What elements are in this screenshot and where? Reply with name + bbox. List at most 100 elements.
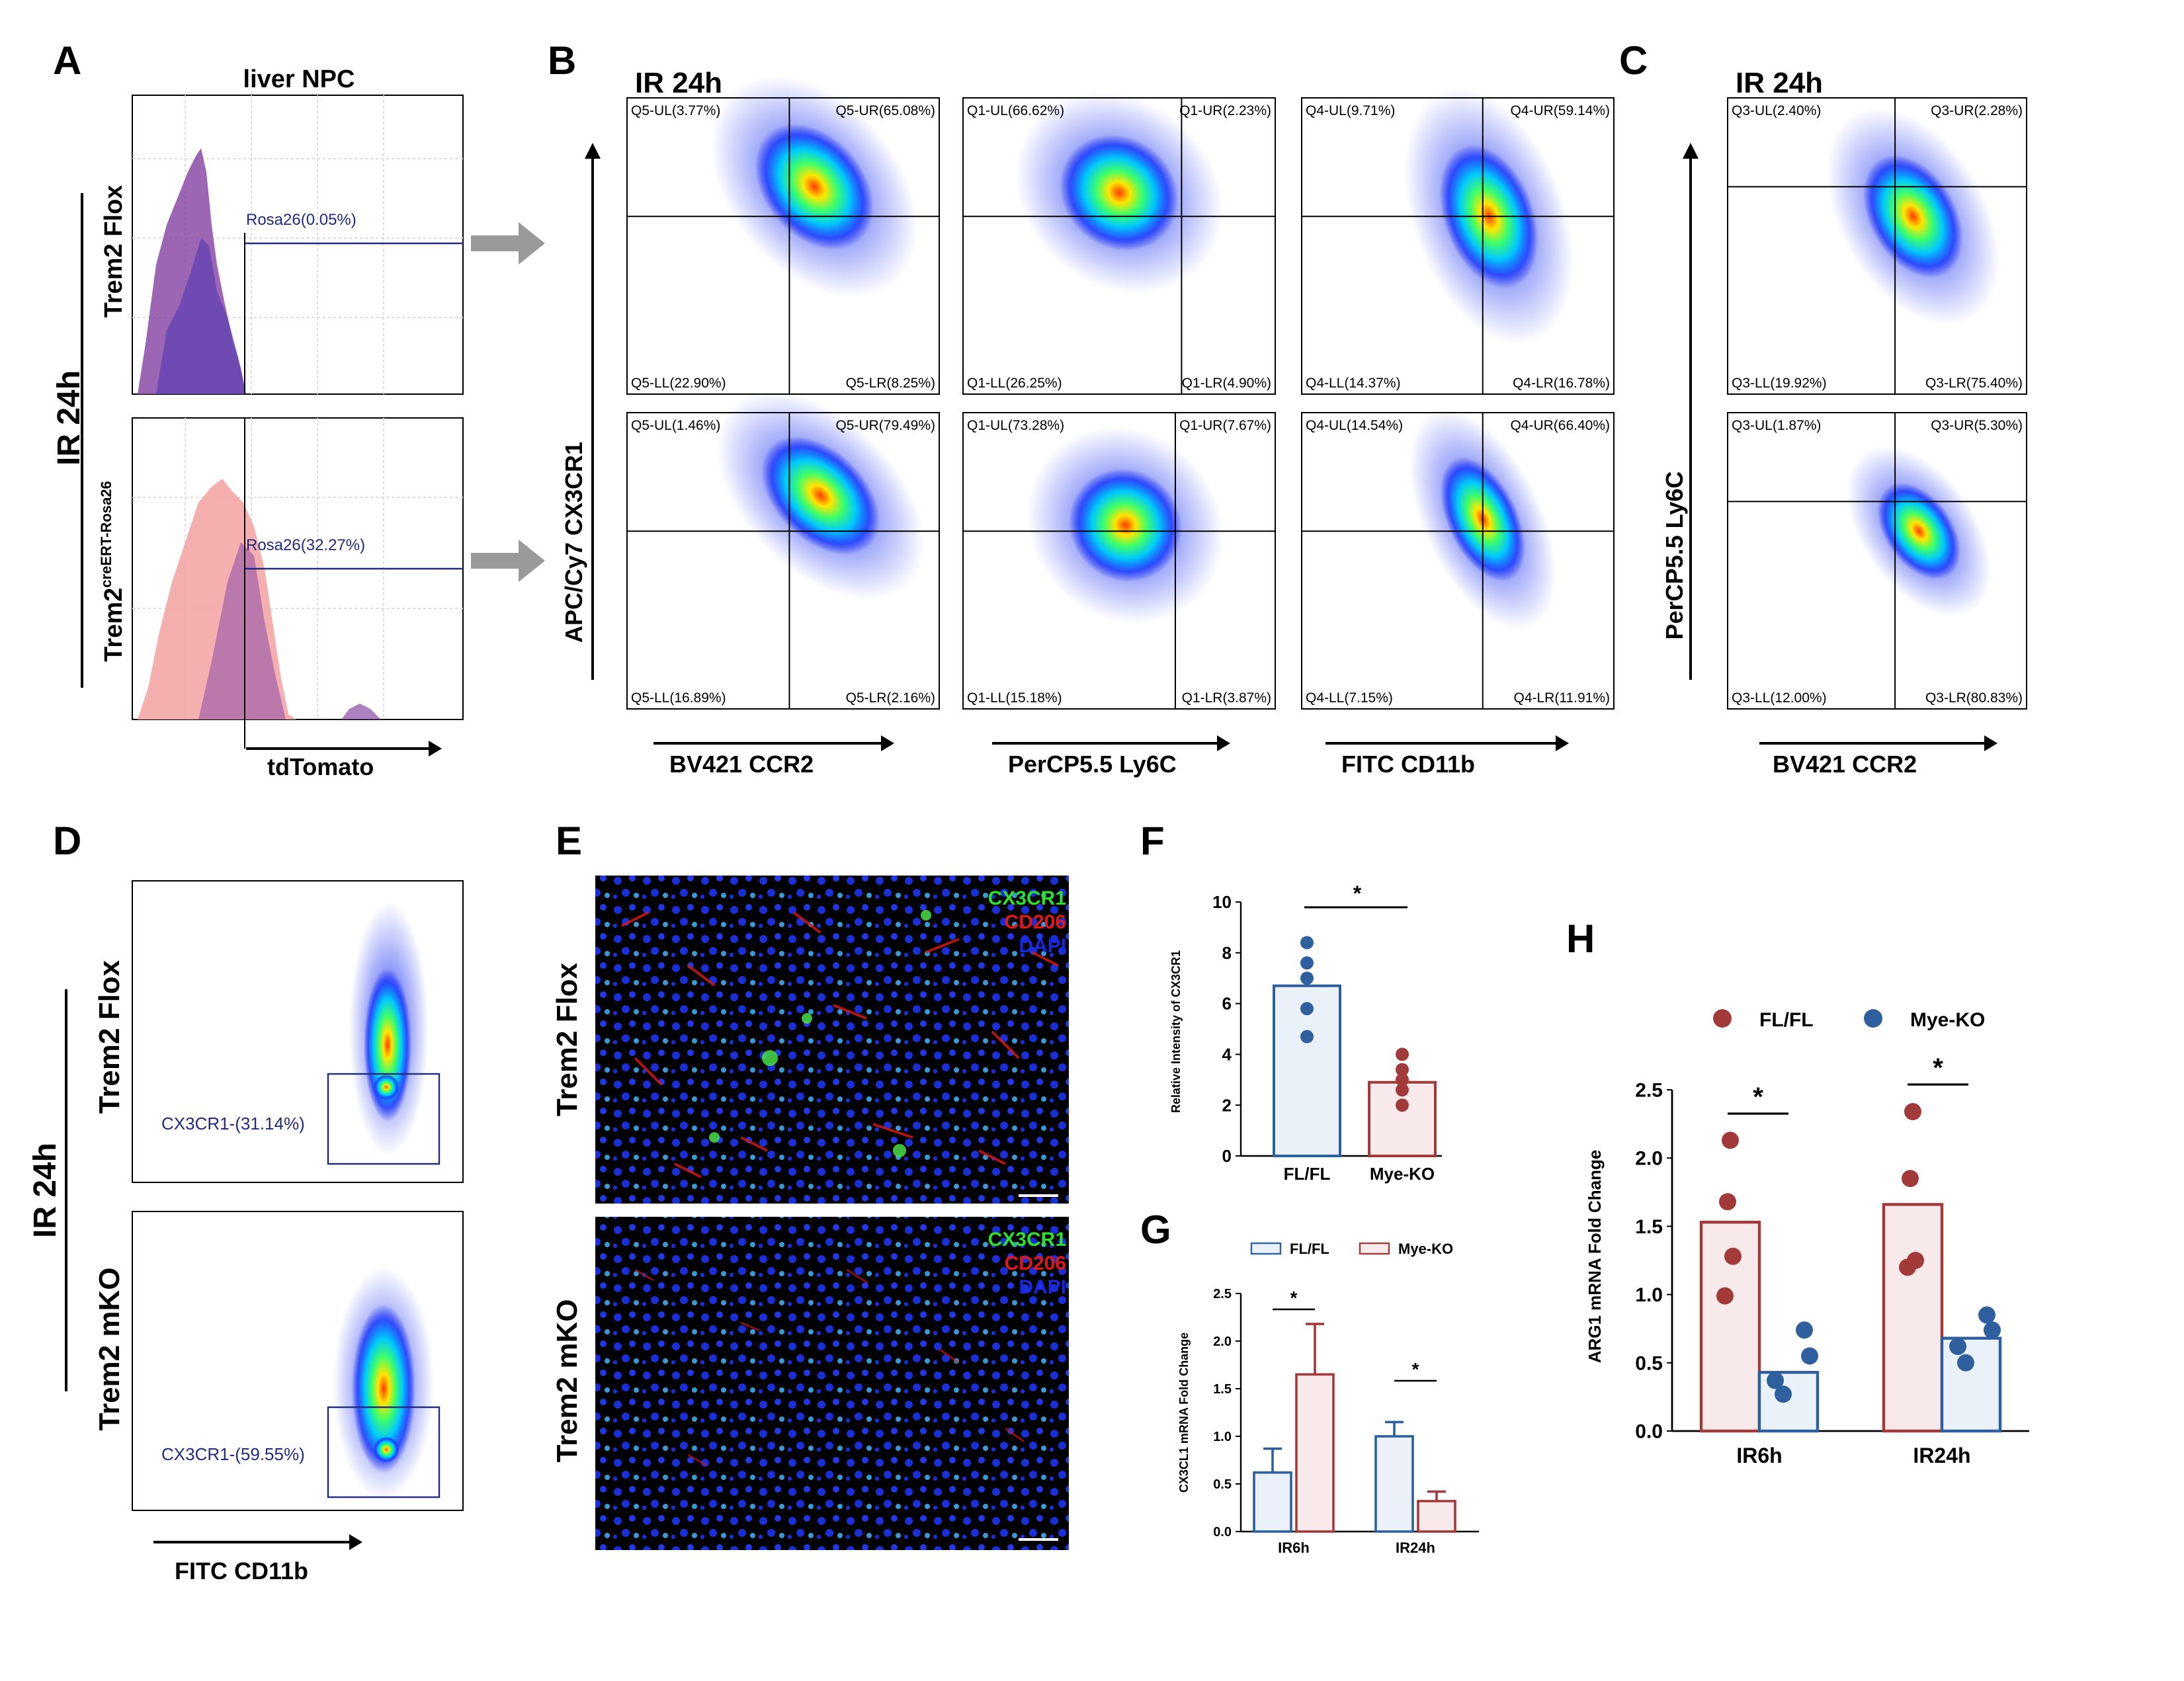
chart-h-point-2-2-3 xyxy=(1949,1338,1966,1356)
chart-f-ytick-label-3: 6 xyxy=(1222,994,1232,1014)
panel-d-condition: IR 24h xyxy=(28,1143,63,1238)
chart-g-sig-2: * xyxy=(1412,1359,1419,1379)
panel-b-plot-5-quadrant-ur: Q1-UR(7.67%) xyxy=(1179,418,1271,433)
chart-f-ytick-label-5: 10 xyxy=(1212,892,1232,912)
panel-b-plot-5-quadrant-lr: Q1-LR(3.87%) xyxy=(1182,690,1271,706)
chart-h-category-2: IR24h xyxy=(1913,1444,1970,1467)
chart-g-legend-fl: FL/FL xyxy=(1290,1241,1329,1257)
panel-d-row1-label: Trem2 Flox xyxy=(93,960,126,1114)
chart-h-ytick-label-5: 2.5 xyxy=(1635,1080,1663,1102)
legend-cx3cr1-mko: CX3CR1 xyxy=(988,1229,1066,1250)
panel-b-plot-1-quadrant-ul: Q5-UL(3.77%) xyxy=(631,103,720,118)
chart-g-category-1: IR6h xyxy=(1278,1539,1310,1556)
chart-h-ytick-label-3: 1.5 xyxy=(1635,1216,1663,1238)
chart-h-legend-ko: Mye-KO xyxy=(1910,1009,1985,1031)
panel-label-c: C xyxy=(1619,38,1648,83)
panel-c-plot-1-quadrant-ll: Q3-LL(19.92%) xyxy=(1732,376,1827,391)
chart-f-point-1-2 xyxy=(1300,956,1314,970)
chart-h-point-2-2-4 xyxy=(1957,1354,1974,1372)
panel-c-xaxis: BV421 CCR2 xyxy=(1773,751,1917,778)
panel-c-plot-2-quadrant-lr: Q3-LR(80.83%) xyxy=(1925,690,2023,706)
panel-label-d: D xyxy=(53,819,81,863)
chart-h-point-2-1-1 xyxy=(1904,1103,1921,1121)
chart-h-ylabel: ARG1 mRNA Fold Change xyxy=(1585,1150,1605,1364)
panel-b-xaxis-1: BV421 CCR2 xyxy=(653,735,894,778)
chart-f-ytick-label-2: 4 xyxy=(1222,1045,1232,1065)
chart-f-category-2: Mye-KO xyxy=(1370,1164,1435,1184)
chart-g-bar-1-2 xyxy=(1295,1373,1335,1533)
gate-label-rosa-cre: Rosa26(32.27%) xyxy=(246,536,365,554)
panel-b-plot-4-quadrant-ll: Q5-LL(16.89%) xyxy=(631,690,726,706)
panel-b-yaxis: APC/Cy7 CX3CR1 xyxy=(560,442,587,643)
panel-a-xaxis: tdTomato xyxy=(267,753,374,780)
chart-h-legend: FL/FL Mye-KO xyxy=(1713,1009,1985,1031)
micrograph-mko xyxy=(595,1217,1069,1550)
panel-c-plot-2-quadrant-ur: Q3-UR(5.30%) xyxy=(1931,418,2023,433)
panel-b-plot-2-quadrant-ul: Q1-UL(66.62%) xyxy=(967,103,1064,118)
chart-h-bar-2-1 xyxy=(1882,1203,1944,1433)
panel-b-plot-6-quadrant-ul: Q4-UL(14.54%) xyxy=(1306,418,1403,433)
chart-g-ytick-label-0: 0.0 xyxy=(1213,1525,1232,1539)
chart-f-point-2-3 xyxy=(1396,1073,1409,1086)
panel-c-plot-2: Q3-UL(1.87%) Q3-UR(5.30%) Q3-LL(12.00%) Q3-… xyxy=(1727,412,2027,710)
chart-h-sig-1: * xyxy=(1753,1083,1763,1112)
legend-cx3cr1-flox: CX3CR1 xyxy=(988,887,1066,909)
panel-label-a: A xyxy=(53,38,81,83)
panel-b-plot-3: Q4-UL(9.71%) Q4-UR(59.14%) Q4-LL(14.37%) Q4… xyxy=(1301,88,1615,395)
chart-h-point-1-1-1 xyxy=(1722,1131,1739,1149)
chart-h: FL/FL Mye-KO 0.0 0.5 1.0 1.5 2.0 2.5 IR6h IR24… xyxy=(1585,1009,2029,1467)
chart-h-point-2-2-1 xyxy=(1978,1306,1995,1324)
panel-b-plot-1-quadrant-ur: Q5-UR(65.08%) xyxy=(835,103,935,118)
panel-b-plot-1: Q5-UL(3.77%) Q5-UR(65.08%) Q5-LL(22.90%) Q5… xyxy=(626,76,940,395)
chart-g-ytick-label-1: 0.5 xyxy=(1213,1477,1232,1492)
panel-b-plot-2-quadrant-ll: Q1-LL(26.25%) xyxy=(967,376,1062,391)
panel-b-plot-4-quadrant-ur: Q5-UR(79.49%) xyxy=(835,418,935,433)
legend-cd206-mko: CD206 xyxy=(1005,1252,1066,1274)
chart-h-ytick-label-2: 1.0 xyxy=(1635,1284,1663,1306)
chart-f-ytick-label-0: 0 xyxy=(1222,1146,1232,1166)
chart-f-point-2-4 xyxy=(1396,1083,1409,1097)
panel-b-plot-2-quadrant-ur: Q1-UR(2.23%) xyxy=(1179,103,1271,118)
panel-b-plot-4-quadrant-lr: Q5-LR(2.16%) xyxy=(846,690,935,706)
panel-c-title: IR 24h xyxy=(1736,67,1823,99)
chart-h-ytick-label-0: 0.0 xyxy=(1635,1421,1663,1443)
panel-b-plot-2-quadrant-lr: Q1-LR(4.90%) xyxy=(1182,376,1271,391)
chart-g-ytick-label-4: 2.0 xyxy=(1213,1334,1232,1349)
panel-b-plot-1-quadrant-ll: Q5-LL(22.90%) xyxy=(631,376,726,391)
chart-f-point-1-3 xyxy=(1300,971,1314,985)
panel-b-plot-5: Q1-UL(73.28%) Q1-UR(7.67%) Q1-LL(15.18%) Q1… xyxy=(962,412,1276,710)
chart-h-sig-2: * xyxy=(1933,1053,1943,1083)
panel-d-row2-label: Trem2 mKO xyxy=(93,1268,126,1431)
panel-b: IR 24h APC/Cy7 CX3CR1 Q5-UL(3.77%) Q5-UR(… xyxy=(560,67,1615,778)
chart-h-bar-2-2 xyxy=(1940,1336,2002,1433)
chart-h-point-1-2-4 xyxy=(1775,1385,1792,1403)
panel-e: Trem2 Flox Trem2 mKO CX3CR1 CD206 DAPI xyxy=(551,876,1069,1550)
panel-e-row1-label: Trem2 Flox xyxy=(551,962,583,1116)
chart-h-point-1-2-1 xyxy=(1796,1321,1813,1339)
panel-c-plot-1-quadrant-lr: Q3-LR(75.40%) xyxy=(1925,376,2023,391)
panel-b-xaxis-3: FITC CD11b xyxy=(1325,735,1569,778)
panel-b-plot-6: Q4-UL(14.54%) Q4-UR(66.40%) Q4-LL(7.15%) Q4… xyxy=(1301,409,1615,710)
chart-h-ytick-label-1: 0.5 xyxy=(1635,1352,1663,1374)
panel-c-plot-1: Q3-UL(2.40%) Q3-UR(2.28%) Q3-LL(19.92%) Q3-… xyxy=(1727,97,2027,395)
chart-g-ytick-label-5: 2.5 xyxy=(1213,1287,1232,1301)
chart-g-bar-2-1 xyxy=(1374,1435,1414,1533)
panel-label-f: F xyxy=(1140,819,1165,863)
chart-g-bar-2-2 xyxy=(1417,1500,1456,1533)
chart-g-ylabel: CX3CL1 mRNA Fold Change xyxy=(1177,1332,1191,1493)
chart-f-point-2-5 xyxy=(1396,1098,1409,1112)
panel-b-xaxis-2-label: PerCP5.5 Ly6C xyxy=(1008,751,1177,778)
chart-f-point-2-2 xyxy=(1396,1063,1409,1077)
chart-h-point-2-1-2 xyxy=(1902,1170,1919,1188)
panel-b-plot-3-quadrant-ul: Q4-UL(9.71%) xyxy=(1306,103,1395,118)
chart-f: 0 2 4 6 8 10 FL/FL Mye-KO Relative Intensity o… xyxy=(1169,882,1442,1184)
chart-h-point-2-2-2 xyxy=(1984,1321,2001,1339)
gate-box-mko xyxy=(327,1406,441,1498)
panel-c-yaxis: PerCP5.5 Ly6C xyxy=(1661,472,1688,640)
legend-cd206-flox: CD206 xyxy=(1005,911,1066,933)
panel-b-title: IR 24h xyxy=(635,67,722,99)
panel-label-b: B xyxy=(548,38,576,83)
panel-a-row2-main: Trem2 xyxy=(100,588,128,662)
panel-b-plot-6-quadrant-ll: Q4-LL(7.15%) xyxy=(1306,690,1393,706)
